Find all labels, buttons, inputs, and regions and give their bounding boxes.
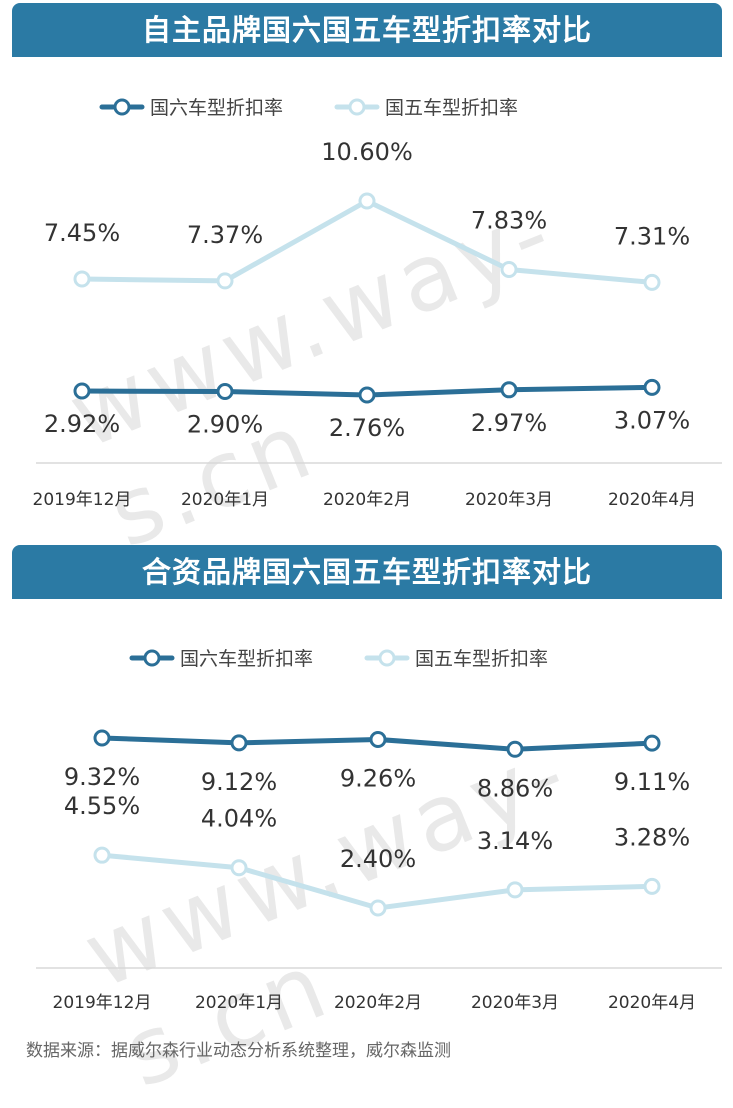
data-point [216, 272, 234, 290]
data-label: 8.86% [477, 774, 553, 802]
x-tick-label: 2020年4月 [608, 490, 696, 510]
data-point [93, 846, 111, 864]
data-point [93, 729, 111, 747]
x-tick-label: 2020年4月 [608, 993, 696, 1013]
legend-item-guoliu: 国六车型折扣率 [99, 97, 283, 119]
data-point [506, 740, 524, 758]
legend-item-guowu: 国五车型折扣率 [364, 648, 548, 670]
data-label: 2.97% [471, 409, 547, 437]
x-tick-label: 2020年3月 [471, 993, 559, 1013]
data-point [500, 261, 518, 279]
data-point [506, 881, 524, 899]
chart-title-joint-venture: 合资品牌国六国五车型折扣率对比 [12, 545, 722, 599]
data-point [230, 859, 248, 877]
data-label: 9.11% [614, 768, 690, 796]
x-tick-label: 2020年1月 [195, 993, 283, 1013]
chart-domestic: 国六车型折扣率 国五车型折扣率 2019年12月 2020年1月 2020年2月 2020… [33, 97, 722, 510]
legend-label: 国六车型折扣率 [150, 97, 283, 119]
data-label: 7.45% [44, 219, 120, 247]
x-tick-label: 2020年1月 [181, 490, 269, 510]
data-label: 3.07% [614, 406, 690, 434]
data-label: 9.32% [64, 763, 140, 791]
data-label: 4.04% [201, 805, 277, 833]
x-tick-label: 2020年2月 [334, 993, 422, 1013]
data-point [358, 386, 376, 404]
chart-joint-venture: 国六车型折扣率 国五车型折扣率 2019年12月 2020年1月 2020年2月 2020… [36, 648, 722, 1013]
data-source-note: 数据来源：据威尔森行业动态分析系统整理，威尔森监测 [26, 1041, 451, 1061]
data-point [216, 383, 234, 401]
data-point [643, 273, 661, 291]
data-label: 7.83% [471, 207, 547, 235]
legend-item-guowu: 国五车型折扣率 [334, 97, 518, 119]
x-tick-label: 2019年12月 [53, 993, 152, 1013]
data-point [73, 270, 91, 288]
data-label: 7.31% [614, 222, 690, 250]
data-point [73, 382, 91, 400]
data-label: 2.90% [187, 411, 263, 439]
data-point [643, 877, 661, 895]
x-tick-label: 2020年2月 [323, 490, 411, 510]
data-point [643, 734, 661, 752]
data-label: 4.55% [64, 792, 140, 820]
legend-label: 国五车型折扣率 [385, 97, 518, 119]
x-tick-label: 2020年3月 [465, 490, 553, 510]
x-tick-label: 2019年12月 [33, 490, 132, 510]
data-label: 7.37% [187, 221, 263, 249]
data-label: 2.92% [44, 410, 120, 438]
data-point [500, 381, 518, 399]
data-label: 9.26% [340, 764, 416, 792]
series-line-guowu [79, 198, 655, 285]
data-label: 3.28% [614, 823, 690, 851]
legend-label: 国六车型折扣率 [180, 648, 313, 670]
data-label: 2.76% [329, 414, 405, 442]
data-point [230, 734, 248, 752]
legend-label: 国五车型折扣率 [415, 648, 548, 670]
data-point [643, 378, 661, 396]
data-point [369, 730, 387, 748]
chart-title-domestic: 自主品牌国六国五车型折扣率对比 [12, 3, 722, 57]
data-label: 10.60% [321, 138, 413, 166]
data-label: 2.40% [340, 845, 416, 873]
legend-item-guoliu: 国六车型折扣率 [129, 648, 313, 670]
data-label: 3.14% [477, 827, 553, 855]
data-label: 9.12% [201, 768, 277, 796]
data-point [358, 192, 376, 210]
data-point [369, 899, 387, 917]
